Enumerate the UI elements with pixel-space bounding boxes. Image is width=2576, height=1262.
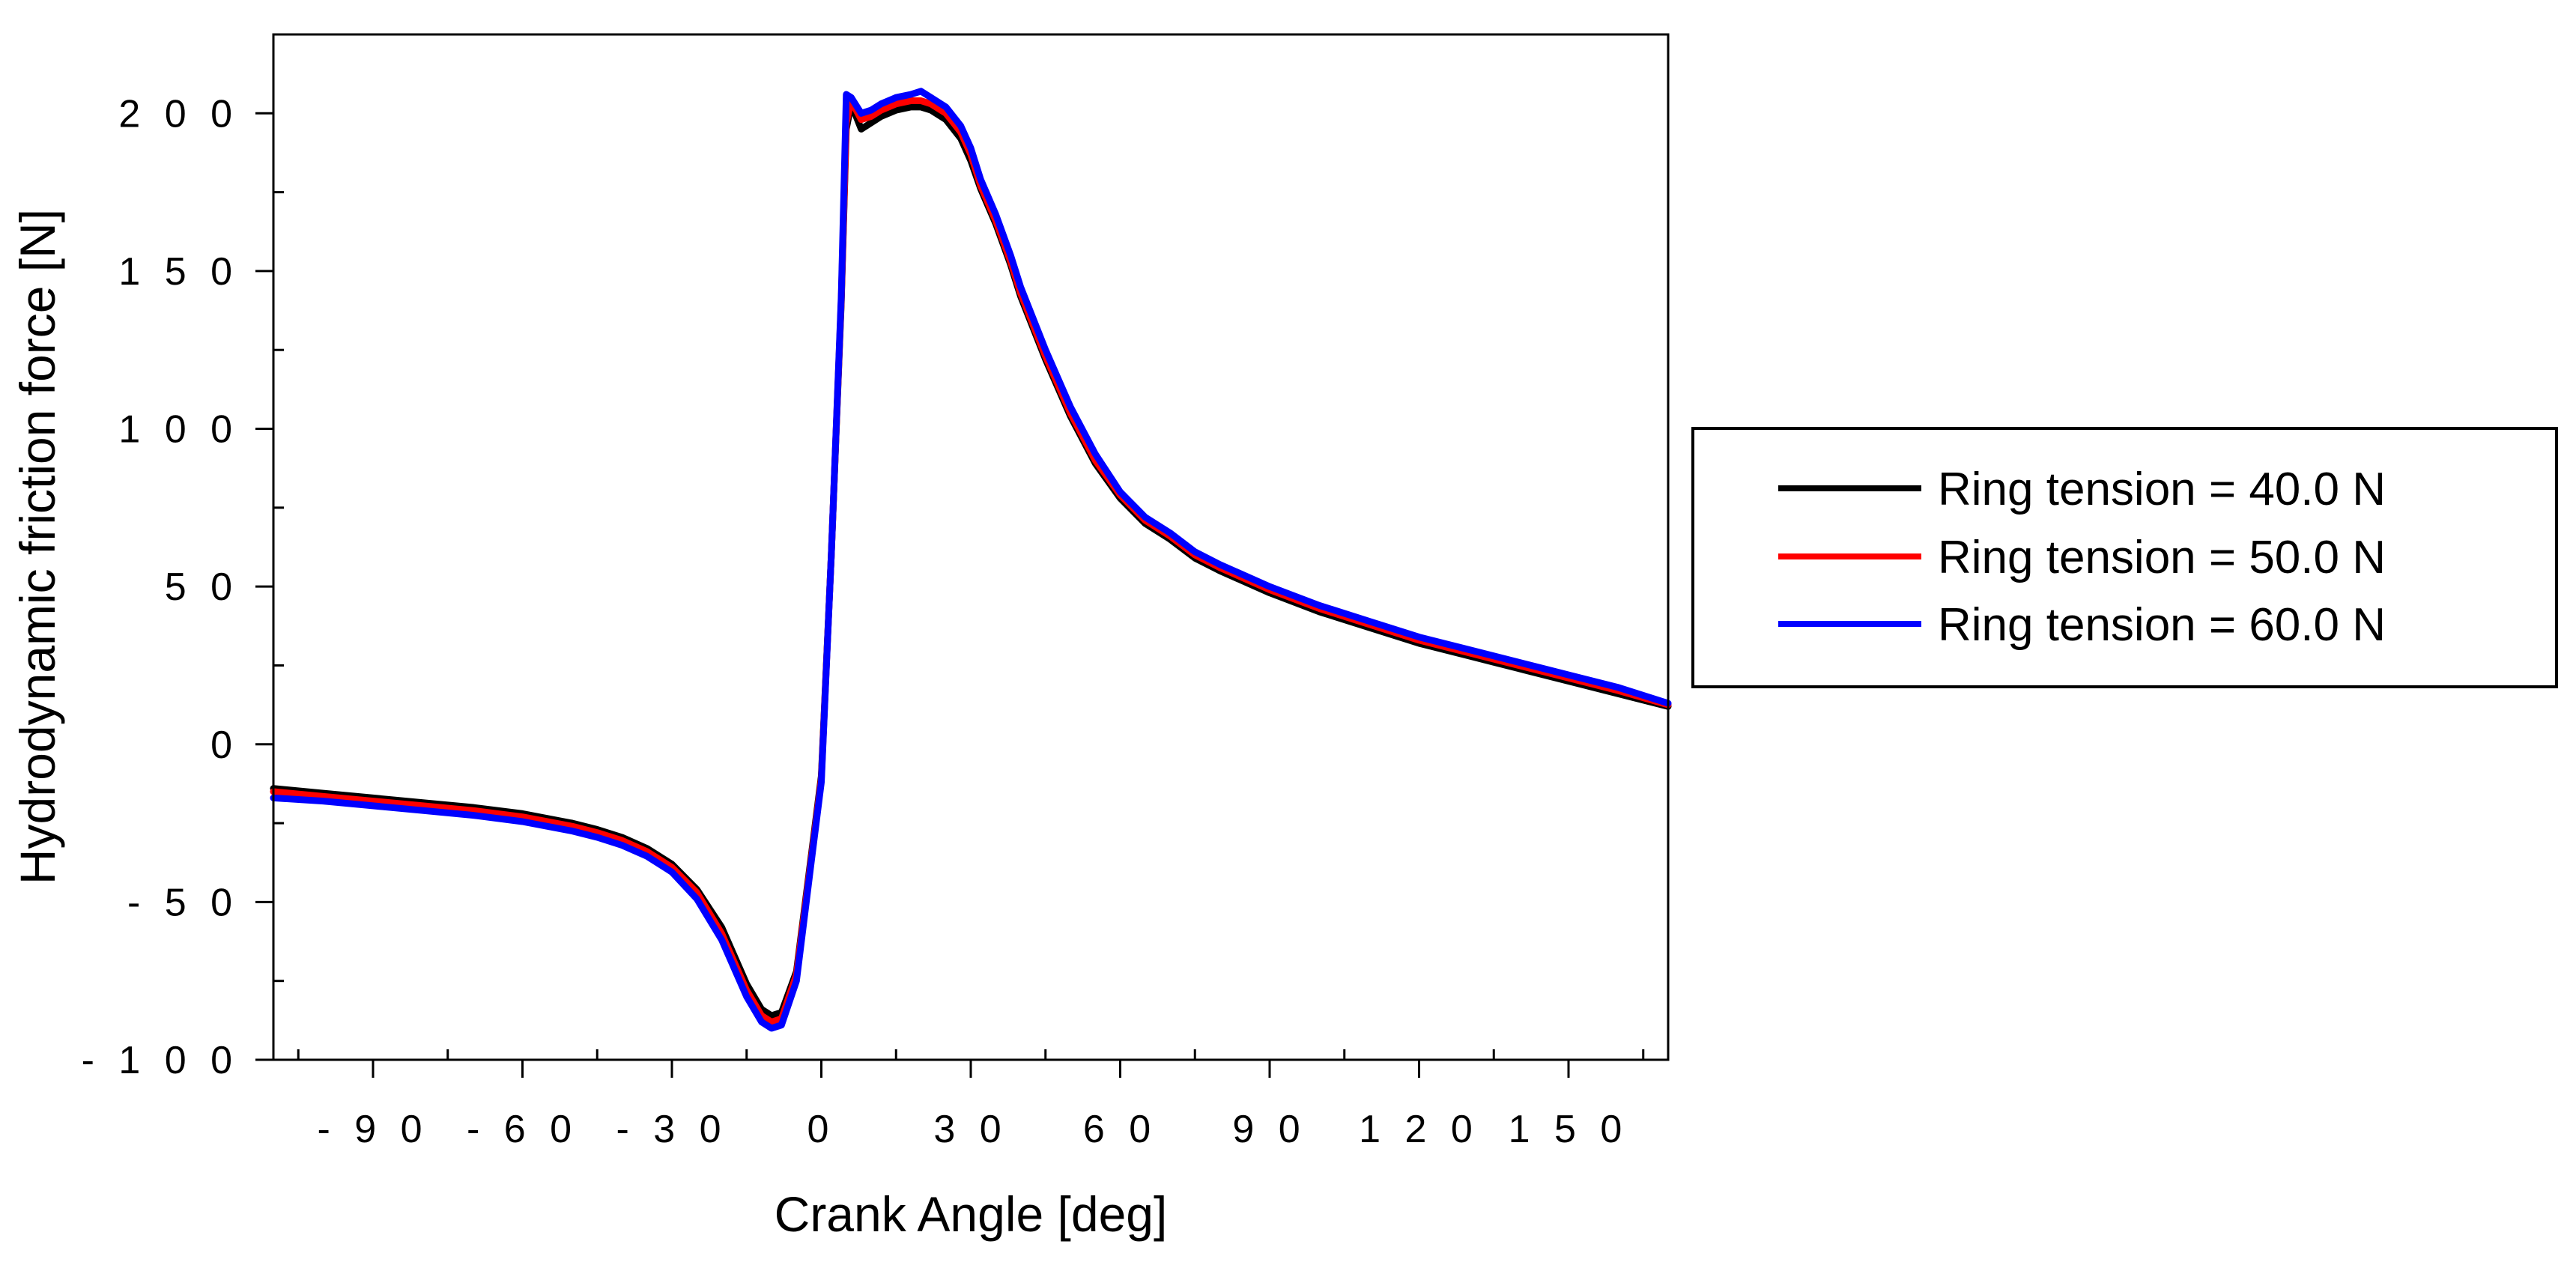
y-tick-label: - 5 0 [127, 881, 239, 924]
y-tick-label: 1 5 0 [118, 250, 239, 294]
legend-label-50n: Ring tension = 50.0 N [1938, 532, 2386, 583]
axis-ticks [255, 33, 1645, 1078]
x-tick-label: 1 5 0 [1509, 1108, 1629, 1151]
x-tick-label: - 6 0 [467, 1108, 578, 1151]
y-tick-label: 2 0 0 [118, 92, 239, 136]
y-tick-label: 5 0 [165, 565, 239, 609]
y-tick-label: 1 0 0 [118, 408, 239, 452]
x-tick-label: 9 0 [1232, 1108, 1306, 1151]
x-tick-label: - 3 0 [616, 1108, 727, 1151]
x-tick-label: 3 0 [933, 1108, 1007, 1151]
y-tick-label: 0 [210, 723, 239, 767]
legend-label-60n: Ring tension = 60.0 N [1938, 599, 2386, 651]
y-axis-title: Hydrodynamic friction force [N] [10, 209, 65, 885]
series-line-3 [270, 88, 1672, 1032]
x-tick-label: 1 2 0 [1359, 1108, 1479, 1151]
x-tick-label: 6 0 [1083, 1108, 1157, 1151]
series-layer [270, 88, 1672, 1032]
x-tick-label: 0 [807, 1108, 836, 1151]
tick-labels: - 9 0 - 6 0 - 3 0 0 3 0 6 0 9 0 1 2 0 1 5 0 - 1 0… [82, 92, 1629, 1151]
x-tick-label: - 9 0 [317, 1108, 428, 1151]
y-tick-label: - 1 0 0 [82, 1039, 239, 1082]
x-axis-title: Crank Angle [deg] [775, 1186, 1168, 1242]
legend: Ring tension = 40.0 N Ring tension = 50.… [1691, 427, 2558, 688]
legend-label-40n: Ring tension = 40.0 N [1938, 464, 2386, 515]
